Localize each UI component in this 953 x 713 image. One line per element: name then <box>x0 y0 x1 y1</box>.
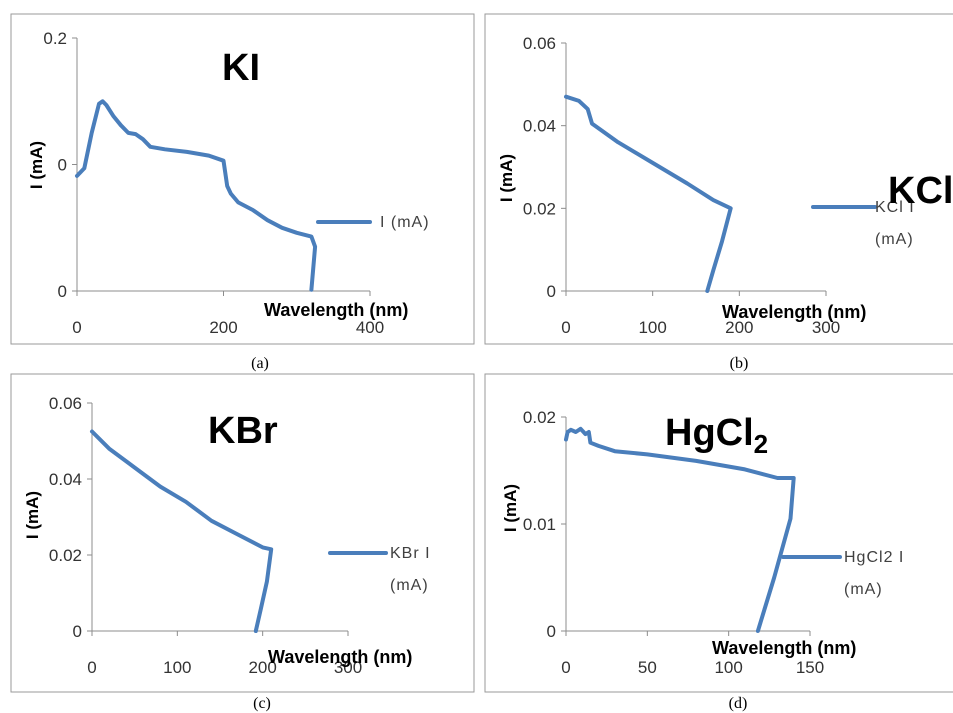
y-tick-label: 0.04 <box>49 470 82 489</box>
y-tick-label: 0.04 <box>523 117 556 136</box>
panel-caption: (c) <box>253 695 271 712</box>
y-tick-label: 0.06 <box>49 394 82 413</box>
panel-frame <box>484 373 953 693</box>
y-tick-label: 0 <box>547 282 556 301</box>
x-tick-label: 200 <box>725 318 753 337</box>
x-axis-label: Wavelength (nm) <box>722 302 866 322</box>
x-tick-label: 100 <box>714 658 742 677</box>
x-tick-label: 50 <box>638 658 657 677</box>
legend-label: I (mA) <box>380 214 430 231</box>
x-tick-label: 200 <box>248 658 276 677</box>
chart-title: KI <box>222 47 260 89</box>
panel-caption: (b) <box>730 355 749 372</box>
panel-b: (b) 0 0.02 0.04 0.06 0 100 200 300 KCl I (mA) KCl W… <box>484 13 953 372</box>
chart-title-subscript: 2 <box>754 429 768 459</box>
x-axis-label: Wavelength (nm) <box>268 647 412 667</box>
panel-frame <box>10 13 475 345</box>
legend-label: (mA) <box>390 577 429 594</box>
x-tick-label: 0 <box>87 658 96 677</box>
panel-c: KBr (c) 0 0.02 0.04 0.06 0 100 200 300 KBr I (mA)… <box>10 373 475 712</box>
panel-frame <box>484 13 953 345</box>
y-axis-label: I (mA) <box>27 141 46 189</box>
y-axis-label: I (mA) <box>497 154 516 202</box>
x-tick-label: 0 <box>561 318 570 337</box>
y-tick-label: 0.02 <box>523 199 556 218</box>
legend-label: KCl I <box>875 199 915 216</box>
panel-frame <box>10 373 475 693</box>
x-tick-label: 0 <box>72 318 81 337</box>
x-tick-label: 300 <box>812 318 840 337</box>
x-axis-label: Wavelength (nm) <box>264 300 408 320</box>
x-axis-label: Wavelength (nm) <box>712 638 856 658</box>
legend-label: KBr I <box>390 545 431 562</box>
y-tick-label: 0.02 <box>49 546 82 565</box>
panel-caption: (a) <box>251 355 269 372</box>
y-tick-label: 0 <box>73 622 82 641</box>
x-tick-label: 0 <box>561 658 570 677</box>
y-axis-label: I (mA) <box>501 484 520 532</box>
legend-label: (mA) <box>875 231 914 248</box>
chart-title-main: HgCl <box>665 412 754 454</box>
chart-title: KBr <box>208 410 278 452</box>
x-tick-label: 100 <box>163 658 191 677</box>
y-axis-label: I (mA) <box>23 491 42 539</box>
y-tick-label: 0.02 <box>523 408 556 427</box>
legend-label: HgCl2 I <box>844 549 904 566</box>
y-tick-label: 0 <box>547 622 556 641</box>
y-tick-label: 0.06 <box>523 34 556 53</box>
y-tick-label: 0 <box>58 156 67 175</box>
panel-caption: (d) <box>729 695 748 712</box>
series-line <box>75 99 318 292</box>
series-line <box>564 94 733 293</box>
chart-title: HgCl2 <box>665 412 768 459</box>
legend-label: (mA) <box>844 581 883 598</box>
x-tick-label: 200 <box>209 318 237 337</box>
y-tick-label: 0 <box>58 282 67 301</box>
x-tick-label: 150 <box>796 658 824 677</box>
x-tick-label: 300 <box>334 658 362 677</box>
x-tick-label: 100 <box>638 318 666 337</box>
series-line <box>564 426 796 633</box>
y-tick-label: 0.2 <box>43 29 67 48</box>
y-tick-label: 0.01 <box>523 515 556 534</box>
chart-title: KCl <box>888 170 953 212</box>
x-tick-label: 400 <box>356 318 384 337</box>
panel-d: HgCl2 (d) 0 0.01 0.02 0 50 100 150 HgCl2 I (mA) W… <box>484 373 953 712</box>
series-line <box>90 429 274 633</box>
